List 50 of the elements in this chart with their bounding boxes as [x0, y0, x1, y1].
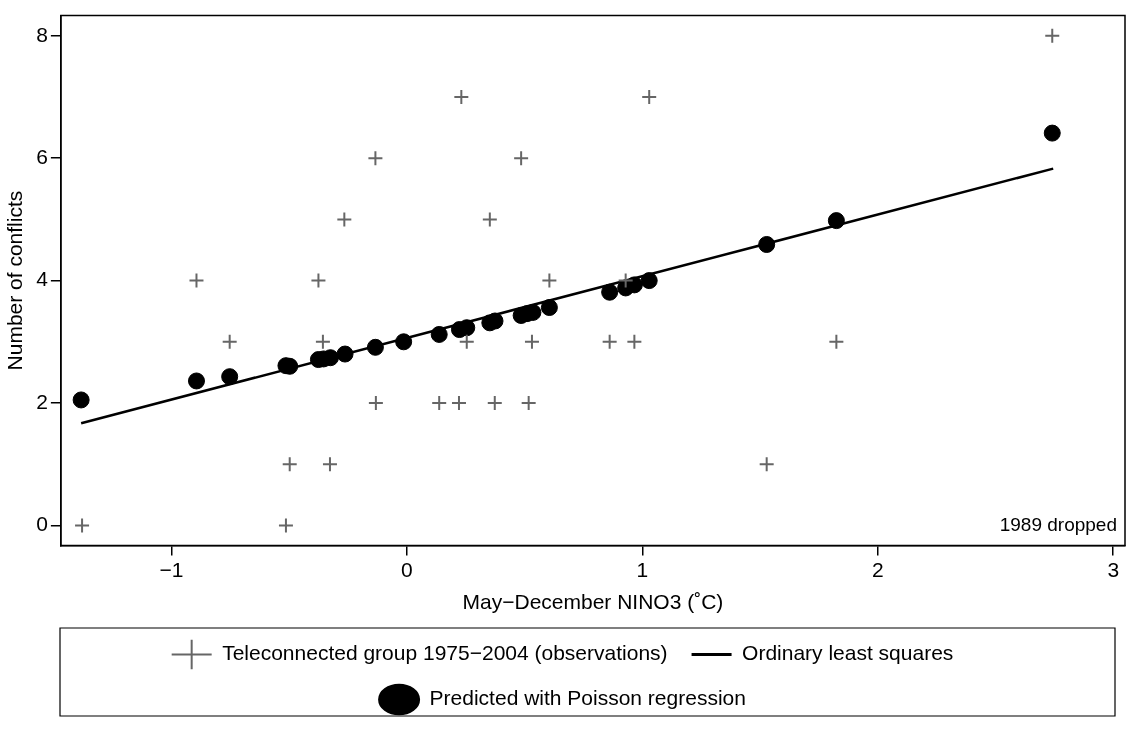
point: [601, 333, 618, 350]
legend-label: Teleconnected group 1975−2004 (observations): [222, 641, 668, 665]
point: [367, 395, 384, 411]
x-axis-title: May−December NINO3 (˚C): [462, 590, 724, 614]
point: [520, 395, 537, 411]
legend-label: Ordinary least squares: [742, 641, 954, 665]
x-tick-label: 2: [871, 558, 884, 581]
point: [336, 211, 353, 228]
point: [828, 333, 845, 350]
point: [74, 517, 91, 534]
y-tick-label: 6: [36, 145, 48, 168]
y-tick-label: 2: [36, 389, 48, 413]
point: [1043, 124, 1061, 142]
y-tick-label: 4: [36, 267, 49, 291]
x-tick-label: 1: [636, 558, 649, 581]
point: [221, 333, 238, 350]
point: [458, 333, 475, 350]
y-axis-title: Number of conflicts: [3, 190, 27, 371]
x-tick-label: 0: [401, 558, 413, 581]
x-tick-label: −1: [159, 558, 184, 581]
point: [450, 395, 467, 411]
point: [310, 272, 327, 289]
point: [1044, 27, 1061, 44]
legend-label: Predicted with Poisson regression: [429, 686, 746, 710]
point: [321, 456, 338, 473]
point: [523, 333, 540, 350]
point: [513, 150, 530, 167]
point: [72, 391, 90, 409]
point: [188, 272, 205, 289]
point: [431, 395, 448, 411]
point: [486, 395, 503, 411]
point: [187, 372, 205, 390]
point: [541, 272, 558, 289]
point: [617, 272, 634, 289]
annotation: 1989 dropped: [999, 514, 1117, 536]
point: [540, 299, 558, 317]
point: [281, 456, 298, 473]
point: [601, 283, 619, 301]
point: [453, 89, 470, 105]
point: [221, 368, 239, 386]
point: [626, 333, 643, 350]
point: [641, 89, 658, 105]
point: [758, 456, 775, 473]
x-tick-label: 3: [1107, 558, 1120, 581]
y-tick-label: 0: [36, 512, 48, 536]
y-tick-label: 8: [36, 22, 48, 46]
point: [277, 517, 294, 534]
point: [367, 150, 384, 167]
point: [481, 211, 498, 228]
point: [314, 333, 331, 350]
